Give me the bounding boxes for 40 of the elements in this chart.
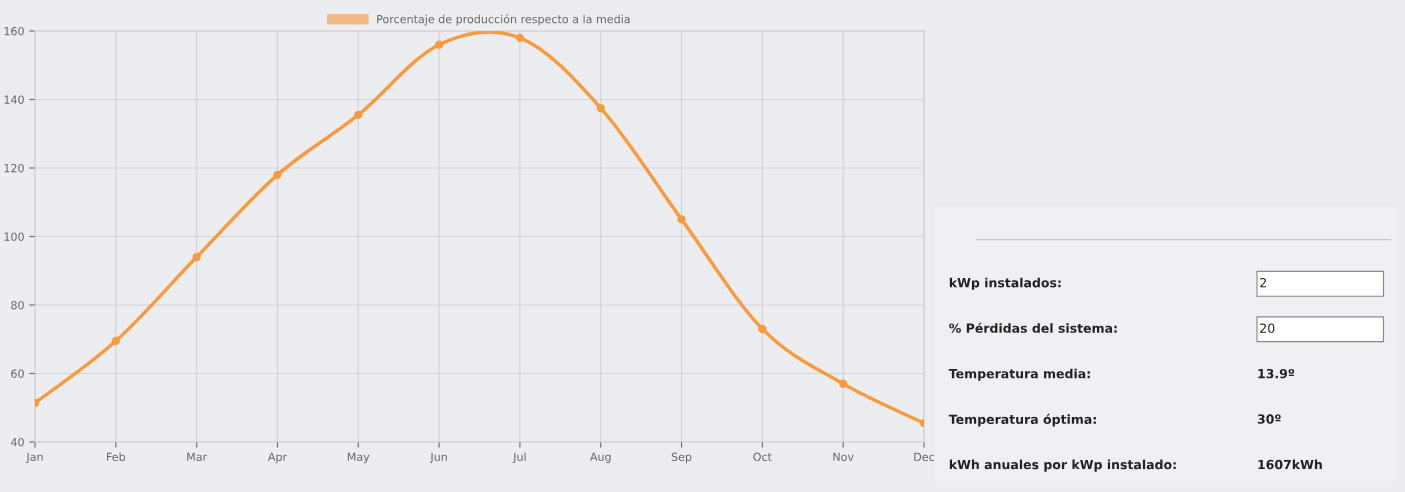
text: 20 <box>1260 323 1275 333</box>
y-tick-label: 80 <box>11 300 24 310</box>
x-tick-label: Sep <box>671 452 692 464</box>
y-tick-label: 120 <box>4 163 24 173</box>
x-tick-label: Oct <box>753 452 772 462</box>
text: 13.9º <box>1258 368 1295 379</box>
point <box>111 336 120 346</box>
y-tick-label: 100 <box>4 232 24 241</box>
x-tick-label: Nov <box>833 452 854 462</box>
legend-label: Porcentaje de producción respecto a la media <box>377 14 630 26</box>
text: kWp instalados: <box>949 277 1061 290</box>
point <box>434 40 444 49</box>
point <box>515 33 525 43</box>
x-tick-label: Feb <box>107 452 126 462</box>
point <box>677 215 686 224</box>
y-tick-label: 160 <box>4 26 24 36</box>
y-tick-label: 40 <box>10 437 24 447</box>
point <box>839 379 848 388</box>
text: Temperatura media: <box>948 368 1090 381</box>
text: 30º <box>1257 414 1281 424</box>
point <box>354 110 363 120</box>
text: kWh anuales por kWp instalado: <box>949 459 1176 472</box>
x-tick-label: Apr <box>267 452 288 464</box>
y-tick-label: 60 <box>11 369 24 378</box>
x-tick-label: Aug <box>589 452 611 464</box>
x-tick-label: Jun <box>429 452 447 464</box>
x-tick-label: Mar <box>187 452 208 462</box>
text: 1607kWh <box>1258 459 1322 470</box>
y-tick-label: 140 <box>4 95 24 104</box>
point <box>192 252 201 262</box>
x-tick-label: May <box>347 452 370 464</box>
point <box>758 324 767 334</box>
text: 2 <box>1260 277 1266 288</box>
x-tick-label: Dec <box>914 452 935 462</box>
point <box>273 170 282 180</box>
text: % Pérdidas del sistema: <box>949 322 1117 333</box>
x-tick-label: Jan <box>25 452 43 464</box>
x-tick-label: Jul <box>512 452 526 464</box>
point <box>596 103 605 113</box>
text: Temperatura óptima: <box>948 413 1096 427</box>
